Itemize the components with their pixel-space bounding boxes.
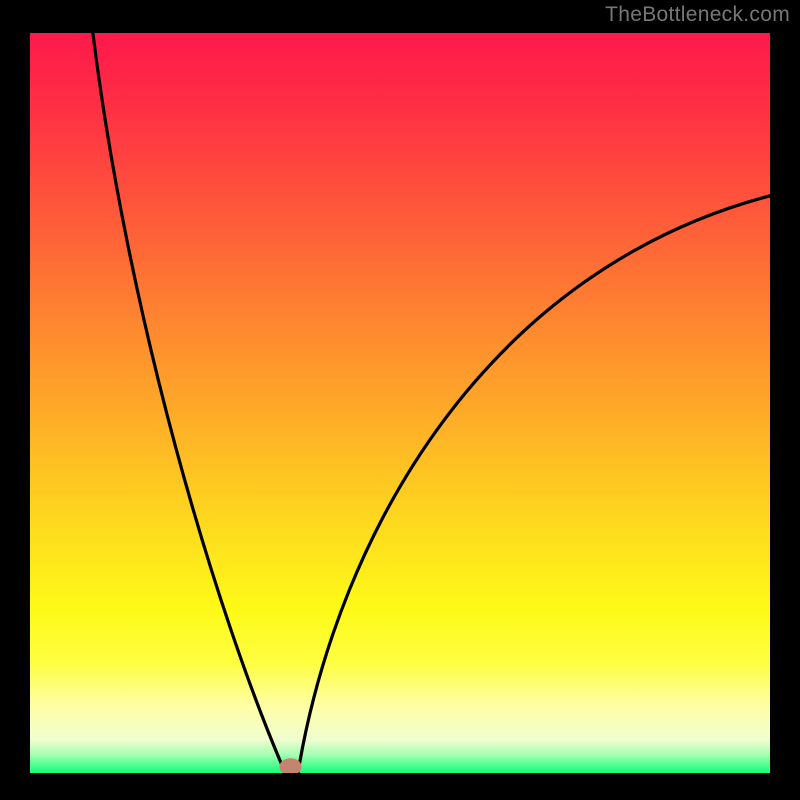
- optimal-point-marker: [279, 758, 301, 773]
- watermark-text: TheBottleneck.com: [605, 3, 790, 27]
- plot-area: [30, 33, 770, 773]
- curve-overlay: [30, 33, 770, 773]
- chart-container: TheBottleneck.com: [0, 0, 800, 800]
- bottleneck-curve: [93, 33, 770, 773]
